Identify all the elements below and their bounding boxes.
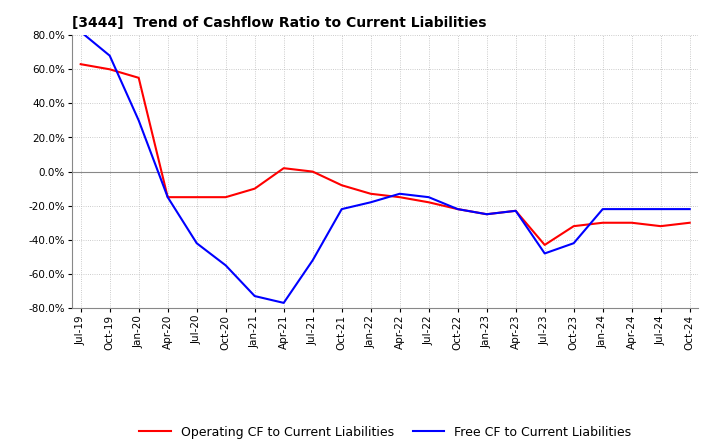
Free CF to Current Liabilities	[366, 200, 375, 205]
Free CF to Current Liabilities	[338, 206, 346, 212]
Free CF to Current Liabilities	[76, 29, 85, 34]
Operating CF to Current Liabilities	[482, 212, 491, 217]
Operating CF to Current Liabilities	[685, 220, 694, 225]
Operating CF to Current Liabilities	[221, 194, 230, 200]
Free CF to Current Liabilities	[685, 206, 694, 212]
Free CF to Current Liabilities	[627, 206, 636, 212]
Text: [3444]  Trend of Cashflow Ratio to Current Liabilities: [3444] Trend of Cashflow Ratio to Curren…	[72, 16, 487, 30]
Legend: Operating CF to Current Liabilities, Free CF to Current Liabilities: Operating CF to Current Liabilities, Fre…	[135, 421, 636, 440]
Operating CF to Current Liabilities	[570, 224, 578, 229]
Operating CF to Current Liabilities	[395, 194, 404, 200]
Operating CF to Current Liabilities	[308, 169, 317, 174]
Operating CF to Current Liabilities	[135, 75, 143, 81]
Free CF to Current Liabilities	[105, 53, 114, 58]
Operating CF to Current Liabilities	[454, 206, 462, 212]
Operating CF to Current Liabilities	[251, 186, 259, 191]
Free CF to Current Liabilities	[454, 206, 462, 212]
Operating CF to Current Liabilities	[76, 62, 85, 67]
Operating CF to Current Liabilities	[424, 200, 433, 205]
Operating CF to Current Liabilities	[511, 208, 520, 213]
Operating CF to Current Liabilities	[598, 220, 607, 225]
Line: Free CF to Current Liabilities: Free CF to Current Liabilities	[81, 32, 690, 303]
Operating CF to Current Liabilities	[627, 220, 636, 225]
Free CF to Current Liabilities	[657, 206, 665, 212]
Free CF to Current Liabilities	[482, 212, 491, 217]
Free CF to Current Liabilities	[598, 206, 607, 212]
Free CF to Current Liabilities	[511, 208, 520, 213]
Free CF to Current Liabilities	[570, 241, 578, 246]
Free CF to Current Liabilities	[251, 293, 259, 299]
Line: Operating CF to Current Liabilities: Operating CF to Current Liabilities	[81, 64, 690, 245]
Free CF to Current Liabilities	[279, 300, 288, 305]
Operating CF to Current Liabilities	[541, 242, 549, 248]
Free CF to Current Liabilities	[308, 258, 317, 263]
Free CF to Current Liabilities	[541, 251, 549, 256]
Free CF to Current Liabilities	[424, 194, 433, 200]
Free CF to Current Liabilities	[395, 191, 404, 196]
Operating CF to Current Liabilities	[163, 194, 172, 200]
Free CF to Current Liabilities	[135, 118, 143, 123]
Operating CF to Current Liabilities	[338, 183, 346, 188]
Operating CF to Current Liabilities	[192, 194, 201, 200]
Operating CF to Current Liabilities	[657, 224, 665, 229]
Free CF to Current Liabilities	[221, 263, 230, 268]
Operating CF to Current Liabilities	[366, 191, 375, 196]
Operating CF to Current Liabilities	[105, 66, 114, 72]
Free CF to Current Liabilities	[163, 194, 172, 200]
Free CF to Current Liabilities	[192, 241, 201, 246]
Operating CF to Current Liabilities	[279, 165, 288, 171]
